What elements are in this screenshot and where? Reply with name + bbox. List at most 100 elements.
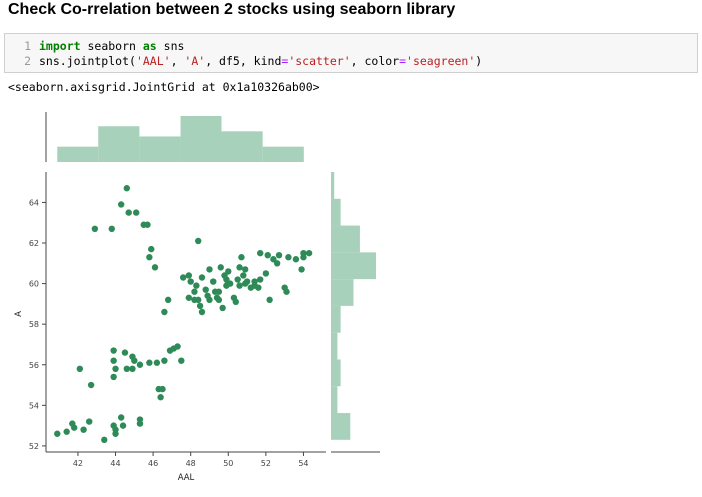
data-point xyxy=(148,245,155,253)
keyword-import: import xyxy=(39,39,81,53)
data-point xyxy=(215,288,223,295)
code-line-2: 2 sns.jointplot('AAL', 'A', df5, kind='sc… xyxy=(5,54,482,68)
code-text: , color xyxy=(350,54,400,68)
module-name: seaborn xyxy=(80,39,143,53)
data-point xyxy=(257,249,264,257)
data-point xyxy=(69,420,76,427)
data-point xyxy=(91,225,99,233)
data-point xyxy=(236,282,243,289)
data-point xyxy=(136,361,144,368)
data-point xyxy=(151,264,159,271)
data-point xyxy=(266,296,273,304)
data-point xyxy=(215,296,223,304)
data-point xyxy=(153,359,161,366)
data-point xyxy=(80,426,87,433)
data-point xyxy=(146,359,153,366)
marginal-y-bar xyxy=(331,386,338,414)
data-point xyxy=(196,302,204,310)
data-point xyxy=(133,209,140,216)
data-point xyxy=(123,365,131,373)
marginal-y-bar xyxy=(331,359,341,387)
code-operator: = xyxy=(399,54,407,68)
x-axis-label: AAL xyxy=(178,473,195,483)
data-point xyxy=(179,274,187,281)
data-point xyxy=(206,296,213,304)
data-point xyxy=(112,426,119,433)
data-point xyxy=(264,251,271,259)
data-point xyxy=(110,373,117,381)
code-string: 'AAL' xyxy=(135,54,171,68)
data-point xyxy=(283,288,290,295)
data-point xyxy=(185,294,193,301)
data-point xyxy=(225,268,232,275)
marginal-x-bar xyxy=(139,136,181,162)
cell-output-text: <seaborn.axisgrid.JointGrid at 0x1a10326… xyxy=(8,80,320,94)
data-point xyxy=(243,278,251,285)
data-point xyxy=(240,272,247,279)
data-point xyxy=(110,357,117,364)
x-tick-label: 48 xyxy=(186,459,196,468)
data-point xyxy=(129,353,136,360)
data-point xyxy=(241,266,249,273)
data-point xyxy=(123,185,131,192)
data-point xyxy=(144,221,151,228)
x-tick-label: 54 xyxy=(298,459,308,468)
data-point xyxy=(255,284,262,291)
data-point xyxy=(125,209,132,216)
data-point xyxy=(136,416,144,423)
data-point xyxy=(195,237,202,245)
data-point xyxy=(206,266,213,273)
y-axis-label: A xyxy=(14,311,24,317)
code-operator: = xyxy=(281,54,289,68)
scatter-points xyxy=(54,185,313,444)
data-point xyxy=(87,381,95,389)
data-point xyxy=(110,347,117,354)
data-point xyxy=(157,394,164,401)
code-line-1: 1 import seaborn as sns xyxy=(5,39,184,53)
code-cell-input[interactable]: 1 import seaborn as sns 2 sns.jointplot('A… xyxy=(4,33,698,73)
data-point xyxy=(198,274,206,281)
data-point xyxy=(129,365,136,373)
marginal-x-bar xyxy=(98,126,140,162)
y-tick-label: 56 xyxy=(29,361,39,370)
y-tick-label: 54 xyxy=(29,401,39,410)
data-point xyxy=(270,256,277,263)
data-point xyxy=(121,349,129,356)
y-tick-label: 62 xyxy=(29,239,39,248)
data-point xyxy=(262,270,270,277)
data-point xyxy=(117,201,125,208)
section-heading: Check Co-rrelation between 2 stocks usin… xyxy=(8,1,456,18)
data-point xyxy=(76,365,84,373)
x-tick-label: 42 xyxy=(73,459,83,468)
code-string: 'seagreen' xyxy=(406,54,476,68)
data-point xyxy=(223,276,230,283)
y-tick-label: 52 xyxy=(29,442,39,451)
y-tick-label: 64 xyxy=(29,198,39,207)
data-point xyxy=(305,249,313,257)
marginal-y-bar xyxy=(331,172,335,199)
data-point xyxy=(101,436,108,444)
data-point xyxy=(219,304,226,312)
data-point xyxy=(185,272,193,279)
data-point xyxy=(202,286,209,293)
data-point xyxy=(198,308,206,316)
data-point xyxy=(236,264,243,271)
data-point xyxy=(54,430,61,437)
marginal-y-bar xyxy=(331,332,338,360)
data-point xyxy=(174,343,181,350)
code-text: , xyxy=(170,54,185,68)
marginal-x-bar xyxy=(262,146,304,162)
marginal-y-bar xyxy=(331,252,376,280)
data-point xyxy=(210,278,217,285)
code-text: ) xyxy=(475,54,483,68)
y-tick-label: 60 xyxy=(29,280,39,289)
code-string: 'scatter' xyxy=(288,54,351,68)
marginal-x-bar xyxy=(180,116,222,162)
data-point xyxy=(257,276,264,283)
data-point xyxy=(273,260,281,267)
marginal-x-histogram xyxy=(45,112,304,162)
x-tick-label: 44 xyxy=(110,459,120,468)
keyword-as: as xyxy=(142,39,157,53)
data-point xyxy=(217,264,224,271)
data-point xyxy=(161,308,168,316)
